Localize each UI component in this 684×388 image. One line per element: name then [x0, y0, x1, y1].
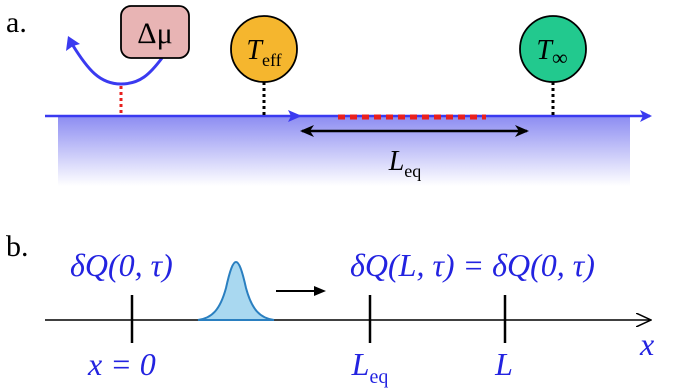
charge-pulse — [197, 260, 275, 321]
mid-arrowhead-icon — [288, 110, 302, 122]
probe-inf-circle — [519, 15, 587, 83]
chemical-potential-label: Δμ — [137, 17, 172, 50]
probe-inf-label: T∞ — [536, 35, 567, 70]
propagation-arrowhead-icon — [314, 286, 326, 296]
probe-eff-label: Teff — [246, 35, 281, 70]
probe-eff-circle — [230, 15, 298, 83]
tick-x0-label: x = 0 — [87, 346, 156, 382]
panel-a: a. Δμ Teff T∞ Leq — [6, 5, 652, 186]
x-axis-label: x — [639, 326, 654, 362]
left-charge-expression: δQ(0, τ) — [70, 247, 173, 283]
panel-b: b. δQ(0, τ) δQ(L, τ) = δQ(0, τ) x x = 0 … — [6, 230, 654, 388]
reservoir-curve-arrowhead-icon — [66, 36, 80, 51]
tick-l-label: L — [494, 346, 513, 382]
tick-leq-label: Leq — [351, 346, 389, 388]
equilibration-length-label: Leq — [388, 146, 422, 181]
panel-a-label: a. — [6, 6, 27, 39]
right-charge-expression: δQ(L, τ) = δQ(0, τ) — [350, 247, 595, 283]
reservoir-curve — [70, 43, 164, 86]
chemical-potential-box: Δμ — [120, 5, 190, 59]
system-band — [58, 116, 630, 186]
panel-b-label: b. — [6, 230, 29, 263]
